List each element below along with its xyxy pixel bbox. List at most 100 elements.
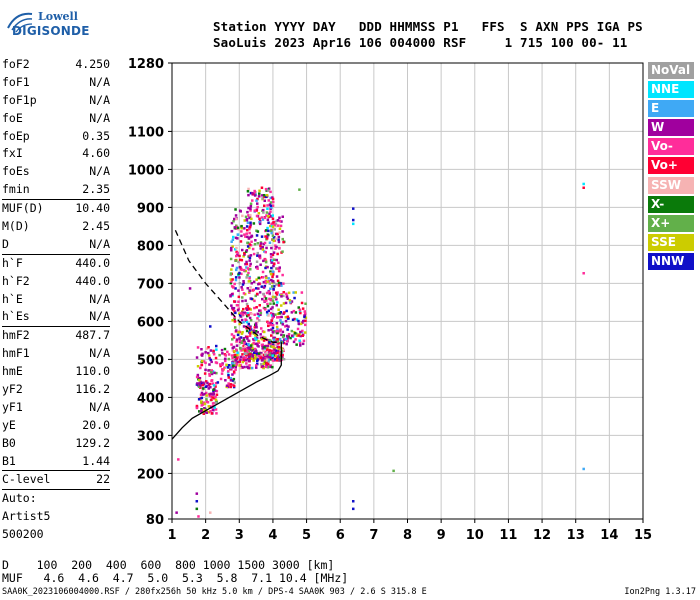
- echo-point: [271, 281, 274, 284]
- echo-point: [233, 371, 236, 375]
- echo-point: [269, 298, 273, 302]
- echo-point: [211, 370, 215, 373]
- echo-point: [263, 330, 266, 334]
- echo-point: [274, 352, 277, 356]
- legend-item: NoVal: [648, 62, 694, 79]
- echo-point: [270, 222, 273, 226]
- echo-point: [246, 190, 250, 193]
- echo-point: [277, 281, 281, 285]
- echo-point: [246, 221, 250, 224]
- echo-point: [266, 280, 269, 283]
- parameter-label: yF1: [2, 399, 23, 414]
- echo-point: [227, 376, 230, 379]
- parameter-row: fmin 2.35: [2, 181, 110, 199]
- echo-point: [271, 253, 275, 256]
- echo-point: [249, 209, 252, 212]
- legend-item: W: [648, 119, 694, 137]
- echo-point: [200, 348, 203, 351]
- echo-point: [230, 246, 233, 250]
- echo-point: [281, 323, 285, 326]
- echo-point: [266, 218, 270, 221]
- echo-point: [267, 358, 270, 362]
- echo-point: [232, 377, 236, 381]
- echo-point: [286, 297, 290, 300]
- echo-point: [233, 320, 237, 323]
- echo-point: [248, 352, 252, 356]
- echo-point: [246, 357, 249, 361]
- echo-point: [223, 347, 227, 351]
- parameter-row: foF1p N/A: [2, 92, 110, 110]
- echo-point: [206, 381, 209, 385]
- echo-point: [282, 282, 285, 285]
- echo-point: [255, 338, 258, 341]
- echo-point: [261, 194, 264, 197]
- echo-point: [298, 333, 301, 336]
- parameter-label: hmF2: [2, 328, 30, 343]
- echo-point: [266, 226, 269, 230]
- echo-point: [271, 204, 275, 207]
- parameter-label: MUF(D): [2, 201, 44, 216]
- echo-point: [297, 306, 300, 309]
- echo-point: [269, 355, 273, 359]
- echo-point: [175, 511, 178, 514]
- x-tick-label: 10: [466, 528, 484, 543]
- echo-point: [286, 315, 290, 318]
- echo-point: [240, 332, 244, 335]
- echo-point: [238, 364, 241, 367]
- echo-point: [252, 341, 255, 345]
- echo-point: [231, 306, 234, 310]
- echo-point: [258, 309, 261, 312]
- echo-point: [273, 347, 277, 350]
- echo-point: [246, 287, 249, 290]
- echo-point: [268, 339, 271, 342]
- y-tick-label: 1000: [128, 163, 164, 178]
- echo-point: [238, 360, 241, 363]
- echo-point: [211, 396, 214, 399]
- echo-point: [210, 398, 213, 402]
- echo-point: [245, 232, 248, 235]
- echo-point: [274, 313, 277, 316]
- echo-point: [231, 349, 235, 352]
- echo-point: [275, 245, 278, 249]
- parameter-row: h`Es N/A: [2, 308, 110, 326]
- echo-point: [276, 338, 279, 341]
- echo-point: [257, 314, 261, 318]
- echo-point: [219, 364, 222, 368]
- echo-point: [239, 240, 243, 243]
- echo-point: [235, 349, 238, 352]
- echo-point: [230, 304, 233, 307]
- echo-point: [242, 339, 246, 342]
- echo-point: [264, 275, 268, 278]
- parameter-divider: [2, 253, 110, 255]
- echo-point: [210, 371, 213, 374]
- echo-point: [256, 342, 259, 345]
- echo-point: [272, 302, 276, 305]
- echo-point: [243, 340, 246, 343]
- echo-point: [236, 226, 240, 230]
- echo-point: [267, 189, 270, 192]
- echo-point: [232, 345, 236, 349]
- echo-point: [270, 272, 273, 276]
- echo-point: [257, 276, 260, 280]
- echo-point: [275, 258, 278, 262]
- echo-point: [285, 309, 288, 313]
- echo-point: [267, 355, 270, 359]
- echo-point: [295, 343, 298, 346]
- echo-point: [238, 314, 242, 317]
- echo-point: [200, 396, 204, 400]
- echo-point: [272, 346, 276, 349]
- echo-point: [240, 318, 244, 322]
- echo-point: [209, 511, 212, 514]
- echo-point: [258, 221, 261, 224]
- echo-point: [278, 219, 282, 223]
- echo-point: [241, 331, 244, 334]
- x-tick-label: 5: [302, 528, 311, 543]
- echo-point: [258, 304, 261, 307]
- echo-point: [196, 382, 199, 385]
- echo-point: [252, 329, 256, 332]
- echo-point: [245, 329, 249, 333]
- echo-point: [271, 343, 275, 346]
- echo-point: [203, 372, 207, 375]
- echo-point: [235, 227, 238, 230]
- echo-point: [262, 353, 266, 357]
